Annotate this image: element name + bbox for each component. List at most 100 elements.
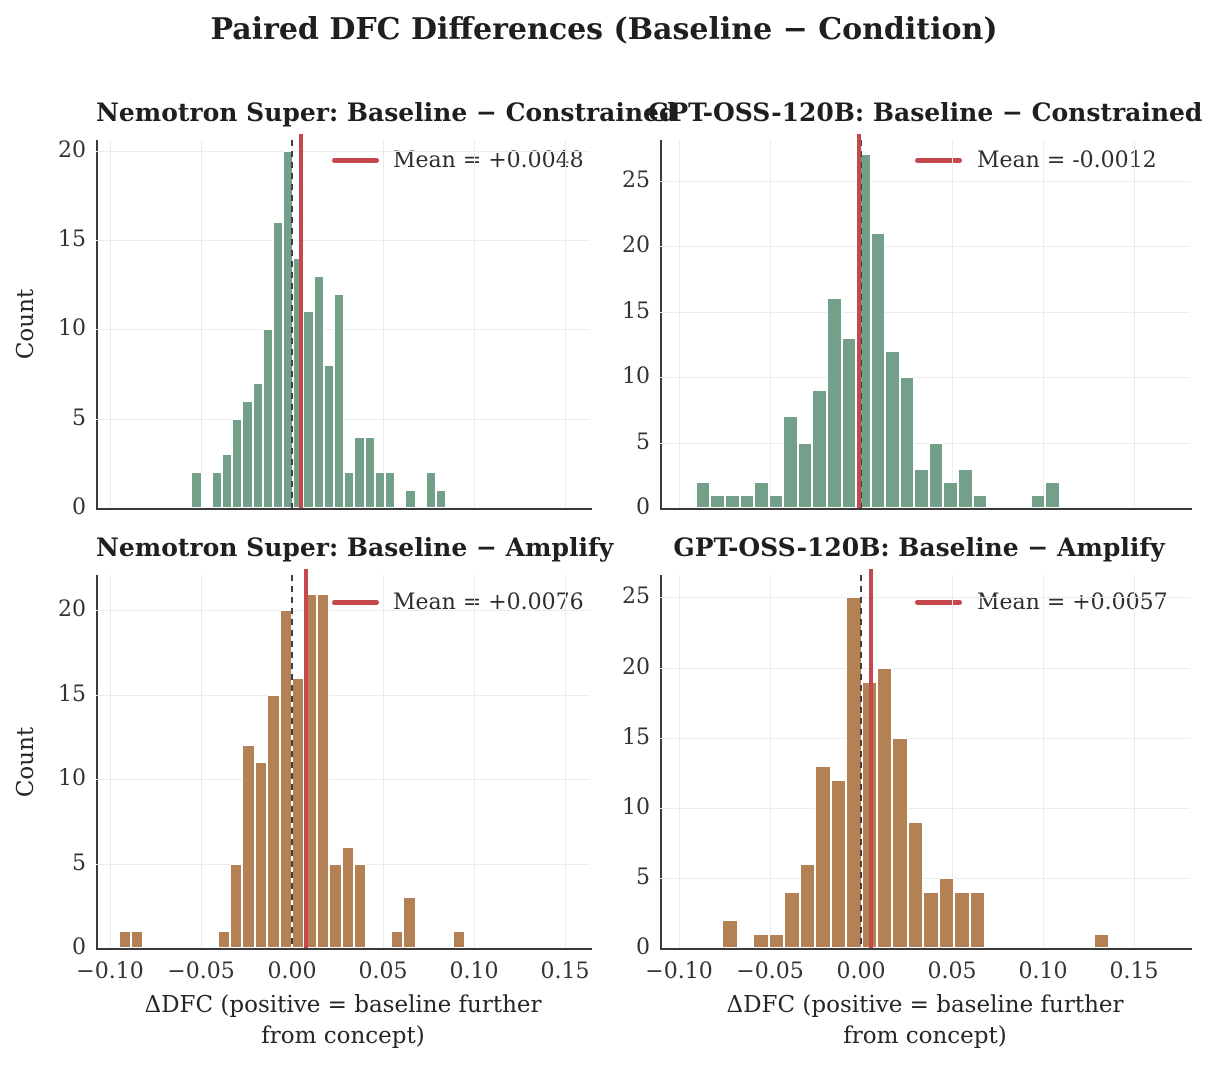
mean-line-legend-swatch [915, 600, 962, 605]
gridline-vertical [770, 575, 771, 948]
histogram-bar [292, 677, 305, 948]
plot-area-nemotron-constrained [96, 140, 592, 510]
histogram-bar [131, 931, 144, 948]
x-tick-label: 0.10 [449, 959, 499, 984]
histogram-bar [272, 222, 284, 508]
gridline-vertical [565, 575, 566, 948]
y-tick-label: 5 [636, 864, 650, 890]
gridline-horizontal [96, 150, 590, 152]
gridline-horizontal [660, 442, 1190, 444]
plot-area-nemotron-amplify [96, 575, 592, 950]
mean-line [303, 569, 308, 948]
histogram-bar [907, 821, 924, 948]
legend-label: Mean = -0.0012 [977, 148, 1157, 173]
histogram-bar [1030, 494, 1046, 508]
y-tick-label: 5 [72, 850, 86, 876]
histogram-bar [768, 933, 785, 948]
gridline-vertical [952, 140, 953, 508]
y-tick-label: 5 [636, 429, 650, 455]
histogram-bar [725, 494, 740, 508]
gridline-horizontal [660, 877, 1190, 879]
subplot-title-gptoss-amplify: GPT-OSS-120B: Baseline − Amplify [673, 533, 1165, 562]
histogram-bar [344, 472, 355, 508]
histogram-bar [405, 490, 416, 508]
histogram-bar [783, 416, 798, 508]
y-tick-label: 0 [636, 935, 650, 960]
histogram-bar [797, 442, 813, 508]
histogram-bar [191, 472, 202, 508]
histogram-bar [799, 863, 816, 948]
histogram-bar [943, 481, 958, 508]
histogram-bar [923, 891, 939, 948]
histogram-bar [1045, 481, 1060, 508]
gridline-vertical [1043, 140, 1044, 508]
histogram-bar [242, 400, 253, 508]
y-tick-label: 10 [622, 794, 650, 820]
histogram-bar [892, 737, 908, 948]
histogram-bar [954, 891, 970, 948]
y-tick-label: 10 [58, 766, 86, 792]
mean-line-legend-swatch [332, 158, 379, 163]
x-tick-label: 0.05 [927, 959, 977, 984]
histogram-bar [452, 931, 466, 948]
zero-reference-line [291, 140, 293, 508]
histogram-bar [267, 694, 280, 948]
gridline-vertical [474, 140, 475, 508]
histogram-bar [425, 472, 436, 508]
histogram-bar [739, 494, 755, 508]
x-tick-label: −0.05 [736, 959, 804, 984]
y-tick-label: 0 [72, 495, 86, 520]
subplot-title-nemotron-amplify: Nemotron Super: Baseline − Amplify [96, 533, 614, 562]
histogram-bar [784, 891, 800, 948]
histogram-bar [403, 897, 416, 948]
histogram-bar [899, 377, 915, 508]
histogram-bar [364, 436, 375, 508]
histogram-bar [221, 454, 233, 508]
subplot-title-gptoss-constrained: GPT-OSS-120B: Baseline − Constrained [648, 98, 1203, 127]
gridline-horizontal [96, 240, 590, 242]
x-tick-label: −0.10 [645, 959, 713, 984]
histogram-bar [230, 863, 243, 948]
histogram-bar [118, 931, 132, 948]
y-tick-label: 15 [58, 227, 86, 253]
histogram-bar [242, 745, 255, 948]
y-tick-label: 25 [622, 584, 650, 610]
histogram-bar [972, 494, 988, 508]
gridline-vertical [383, 140, 384, 508]
histogram-bar [435, 490, 447, 508]
mean-line [856, 134, 861, 508]
histogram-bar [252, 382, 263, 508]
histogram-bar [329, 863, 342, 948]
y-tick-label: 20 [622, 654, 650, 680]
mean-line [869, 569, 874, 948]
histogram-bar [1093, 933, 1110, 948]
gridline-horizontal [660, 180, 1190, 182]
gridline-vertical [565, 140, 566, 508]
y-tick-label: 10 [58, 316, 86, 342]
gridline-horizontal [660, 667, 1190, 669]
x-tick-label: 0.05 [358, 959, 408, 984]
x-axis-label-left: ΔDFC (positive = baseline further from c… [144, 992, 542, 1049]
histogram-bar [841, 337, 857, 508]
gridline-vertical [201, 575, 202, 948]
histogram-bar [722, 919, 738, 948]
x-tick-label: 0.00 [836, 959, 886, 984]
histogram-bar [391, 931, 404, 948]
y-tick-label: 0 [72, 935, 86, 960]
y-tick-label: 15 [622, 724, 650, 750]
x-tick-label: −0.10 [76, 959, 144, 984]
mean-line-legend-swatch [332, 600, 379, 605]
gridline-vertical [1043, 575, 1044, 948]
x-tick-label: −0.05 [167, 959, 235, 984]
gridline-vertical [110, 575, 111, 948]
histogram-bar [969, 891, 986, 948]
histogram-bar [232, 418, 243, 508]
histogram-bar [928, 442, 944, 508]
histogram-bar [914, 468, 929, 508]
gridline-horizontal [660, 377, 1190, 379]
subplot-title-nemotron-constrained: Nemotron Super: Baseline − Constrained [96, 98, 677, 127]
x-tick-label: 0.15 [540, 959, 590, 984]
histogram-bar [754, 481, 769, 508]
plot-area-gptoss-constrained [660, 140, 1192, 510]
